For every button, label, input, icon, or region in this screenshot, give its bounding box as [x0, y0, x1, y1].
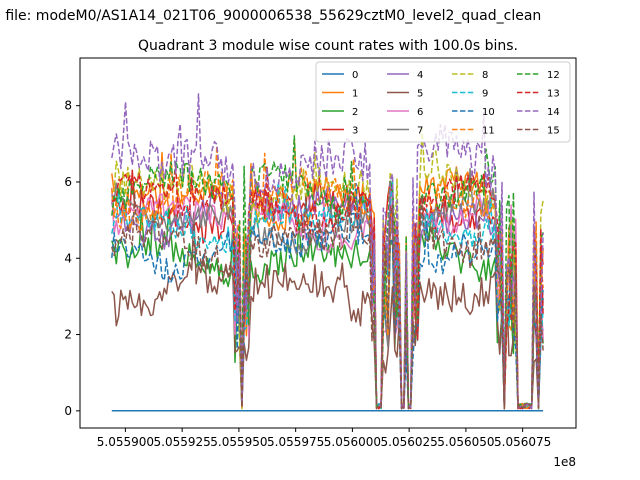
legend-label-3: 3 [352, 126, 358, 137]
legend-label-2: 2 [352, 107, 358, 118]
legend-label-4: 4 [417, 70, 423, 81]
legend-label-12: 12 [547, 70, 560, 81]
series-line-8 [111, 127, 544, 410]
figure-suptitle: n file: modeM0/AS1A14_021T06_9000006538_… [0, 8, 541, 24]
y-tick-label: 8 [64, 99, 72, 113]
x-axis: 5.055900 5.055925 5.055950 5.055975 5.056000… [97, 428, 551, 449]
legend-label-10: 10 [482, 107, 495, 118]
series-line-13 [111, 165, 544, 410]
plot-series [111, 93, 544, 412]
x-tick-label: 5.055925 [154, 435, 211, 449]
y-axis: 0 2 4 6 8 [64, 99, 80, 418]
x-tick-label: 5.056050 [437, 435, 494, 449]
y-tick-label: 2 [64, 328, 72, 342]
legend-label-9: 9 [482, 89, 488, 100]
series-line-5 [111, 212, 544, 410]
x-tick-label: 5.056000 [324, 435, 381, 449]
series-line-15 [111, 192, 544, 410]
legend-label-8: 8 [482, 70, 488, 81]
chart-title: Quadrant 3 module wise count rates with … [138, 38, 518, 54]
series-line-14 [111, 93, 544, 410]
legend-label-7: 7 [417, 126, 423, 137]
x-tick-label: 5.055900 [97, 435, 154, 449]
legend-label-1: 1 [352, 89, 358, 100]
legend-label-13: 13 [547, 89, 560, 100]
x-tick-label: 5.055950 [210, 435, 267, 449]
plot-area-frame [79, 57, 577, 429]
series-line-10 [111, 182, 544, 410]
legend-label-15: 15 [547, 126, 560, 137]
legend-label-6: 6 [417, 107, 423, 118]
y-tick-label: 0 [64, 404, 72, 418]
y-tick-label: 4 [64, 251, 72, 265]
y-tick-label: 6 [64, 175, 72, 189]
legend-label-0: 0 [352, 70, 358, 81]
series-line-6 [111, 187, 544, 410]
x-tick-label: 5.056075 [494, 435, 551, 449]
legend-box [315, 61, 571, 143]
legend-label-5: 5 [417, 89, 423, 100]
x-tick-label: 5.056025 [381, 435, 438, 449]
x-tick-label: 5.055975 [267, 435, 324, 449]
legend-label-14: 14 [547, 107, 560, 118]
x-offset-label: 1e8 [553, 455, 576, 469]
legend-label-11: 11 [482, 126, 495, 137]
series-line-12 [111, 135, 544, 410]
series-line-11 [111, 137, 544, 410]
